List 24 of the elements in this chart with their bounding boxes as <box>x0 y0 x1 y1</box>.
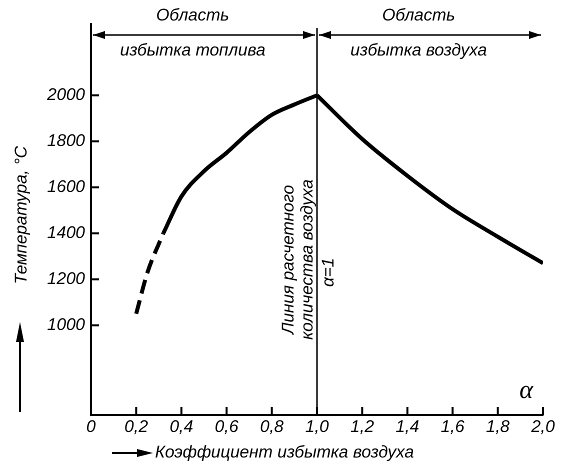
y-tick-label: 1600 <box>47 177 86 196</box>
x-tick-label: 0,8 <box>260 417 284 436</box>
x-tick-label: 2,0 <box>530 417 556 436</box>
y-tick-label: 2000 <box>46 85 86 104</box>
x-tick-label: 1,4 <box>396 417 420 436</box>
x-axis-title: Коэффициент избытка воздуха <box>155 442 414 462</box>
y-tick-label: 1800 <box>47 131 86 150</box>
x-tick-label: 0,2 <box>124 417 149 436</box>
annotation: α=1 <box>318 258 338 287</box>
annotation: Область избытка воздуха <box>350 6 487 60</box>
x-tick-label: 0,6 <box>214 417 239 436</box>
ref-line-label: Линия расчетного количества воздуха <box>278 179 317 340</box>
x-tick-label: 1,6 <box>440 417 465 436</box>
x-tick-label: 0,4 <box>170 417 194 436</box>
y-axis-title: Температура, °C <box>12 145 31 284</box>
x-tick-label: 1,0 <box>305 417 330 436</box>
annotation: Область избытка топлива <box>120 6 266 60</box>
y-tick-label: 1200 <box>47 269 86 288</box>
x-tick-label: 1,8 <box>486 417 510 436</box>
annotation: α <box>519 374 534 404</box>
y-tick-label: 1400 <box>47 223 86 242</box>
x-tick-label: 1,2 <box>350 417 375 436</box>
y-tick-label: 1000 <box>47 315 86 334</box>
x-tick-label: 0 <box>86 417 96 436</box>
